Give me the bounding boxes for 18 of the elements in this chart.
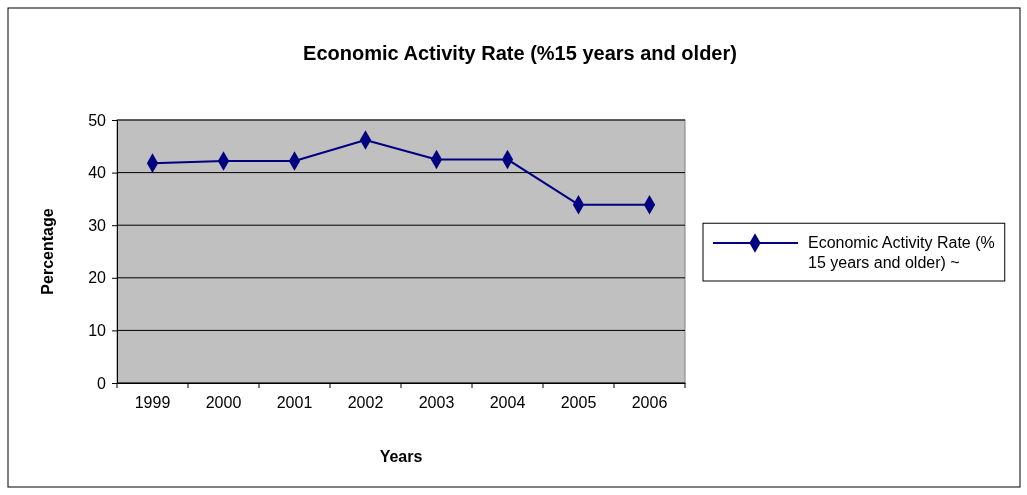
y-tick-label: 0	[97, 374, 107, 392]
x-tick-label: 2001	[276, 394, 313, 412]
x-tick-label: 2002	[347, 394, 384, 412]
x-tick-label: 2000	[205, 394, 242, 412]
y-tick-label: 40	[88, 164, 107, 182]
y-tick-label: 50	[88, 111, 107, 129]
y-tick-label: 20	[88, 269, 107, 287]
x-tick-label: 2004	[489, 394, 526, 412]
x-tick-label: 1999	[134, 394, 171, 412]
x-axis-title: Years	[379, 448, 423, 465]
x-tick-label: 2003	[418, 394, 455, 412]
y-axis-title: Percentage	[39, 208, 56, 295]
y-tick-label: 10	[88, 322, 107, 340]
text: Economic Activity Rate (% 15 years and older) ~	[808, 234, 995, 271]
y-tick-label: 30	[88, 216, 107, 234]
x-tick-label: 2006	[631, 394, 668, 412]
x-tick-label: 2005	[560, 394, 597, 412]
chart-title: Economic Activity Rate (%15 years and older)	[303, 42, 737, 64]
